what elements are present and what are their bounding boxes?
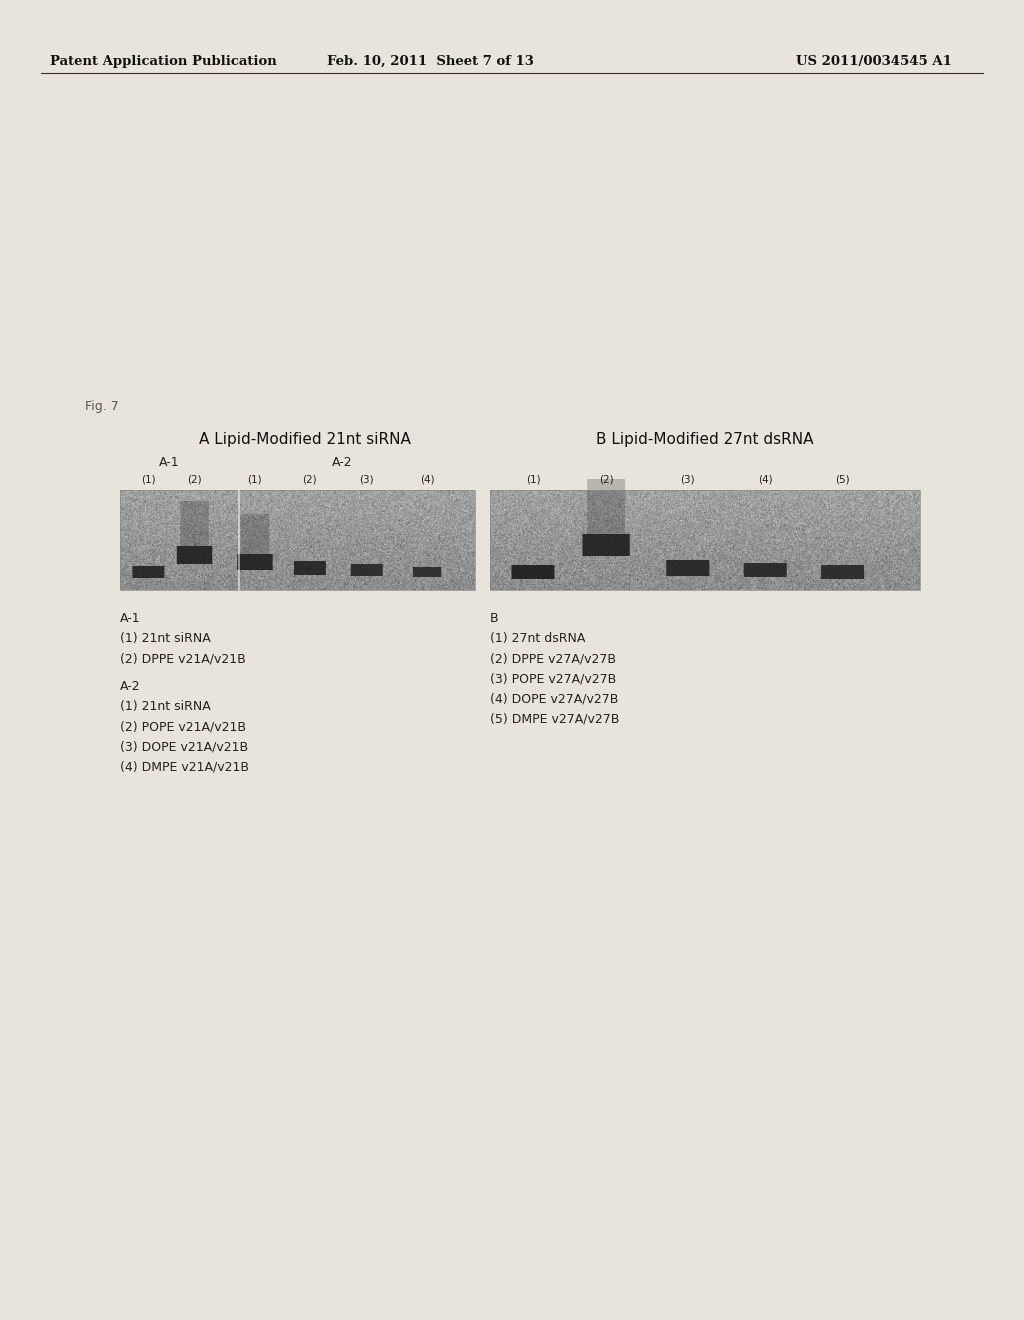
- FancyBboxPatch shape: [241, 513, 269, 554]
- FancyBboxPatch shape: [821, 565, 864, 579]
- Text: (1) 21nt siRNA: (1) 21nt siRNA: [120, 632, 211, 645]
- Text: (1) 21nt siRNA: (1) 21nt siRNA: [120, 700, 211, 713]
- Text: (2) POPE v21A/v21B: (2) POPE v21A/v21B: [120, 719, 246, 733]
- Text: (3): (3): [359, 474, 374, 484]
- FancyBboxPatch shape: [351, 564, 383, 576]
- FancyBboxPatch shape: [743, 564, 786, 577]
- Text: Fig. 7: Fig. 7: [85, 400, 119, 413]
- Text: US 2011/0034545 A1: US 2011/0034545 A1: [797, 55, 952, 69]
- Text: (1): (1): [141, 474, 156, 484]
- FancyBboxPatch shape: [177, 546, 212, 564]
- Text: A-2: A-2: [120, 680, 140, 693]
- FancyBboxPatch shape: [294, 561, 326, 576]
- Text: (4) DOPE v27A/v27B: (4) DOPE v27A/v27B: [490, 692, 618, 705]
- Text: B: B: [490, 612, 499, 624]
- Text: Patent Application Publication: Patent Application Publication: [50, 55, 276, 69]
- FancyBboxPatch shape: [667, 560, 710, 576]
- Text: (4) DMPE v21A/v21B: (4) DMPE v21A/v21B: [120, 760, 249, 774]
- FancyBboxPatch shape: [180, 502, 209, 546]
- Text: (2): (2): [187, 474, 202, 484]
- Bar: [490, 490, 920, 590]
- Text: (2) DPPE v27A/v27B: (2) DPPE v27A/v27B: [490, 652, 616, 665]
- Text: (5): (5): [836, 474, 850, 484]
- Text: B Lipid-Modified 27nt dsRNA: B Lipid-Modified 27nt dsRNA: [596, 432, 814, 447]
- Text: A-2: A-2: [332, 455, 352, 469]
- FancyBboxPatch shape: [512, 565, 555, 579]
- FancyBboxPatch shape: [238, 554, 272, 570]
- Text: (3) POPE v27A/v27B: (3) POPE v27A/v27B: [490, 672, 616, 685]
- Text: Feb. 10, 2011  Sheet 7 of 13: Feb. 10, 2011 Sheet 7 of 13: [327, 55, 534, 69]
- Text: (4): (4): [758, 474, 772, 484]
- Text: A-1: A-1: [160, 455, 180, 469]
- Text: (1): (1): [248, 474, 262, 484]
- FancyBboxPatch shape: [132, 566, 165, 578]
- FancyBboxPatch shape: [413, 568, 441, 577]
- Text: (1) 27nt dsRNA: (1) 27nt dsRNA: [490, 632, 586, 645]
- FancyBboxPatch shape: [583, 535, 630, 556]
- Text: (2): (2): [303, 474, 317, 484]
- Text: (2) DPPE v21A/v21B: (2) DPPE v21A/v21B: [120, 652, 246, 665]
- Text: (1): (1): [525, 474, 541, 484]
- Text: (2): (2): [599, 474, 613, 484]
- Text: (5) DMPE v27A/v27B: (5) DMPE v27A/v27B: [490, 711, 620, 725]
- Text: (4): (4): [420, 474, 434, 484]
- FancyBboxPatch shape: [587, 479, 625, 535]
- Text: A-1: A-1: [120, 612, 140, 624]
- Text: A Lipid-Modified 21nt siRNA: A Lipid-Modified 21nt siRNA: [199, 432, 411, 447]
- Text: (3) DOPE v21A/v21B: (3) DOPE v21A/v21B: [120, 741, 248, 752]
- Bar: [120, 490, 475, 590]
- Text: (3): (3): [681, 474, 695, 484]
